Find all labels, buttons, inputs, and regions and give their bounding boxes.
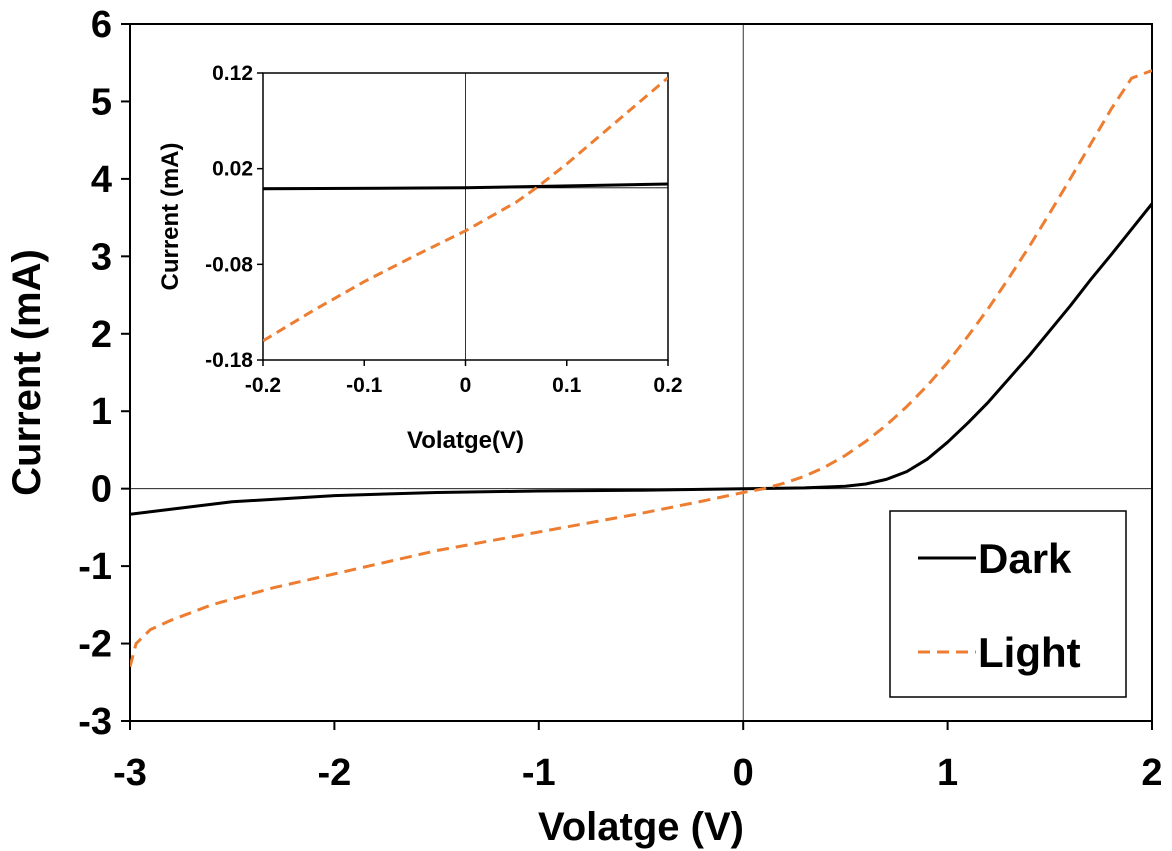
main-y-tick-label: 1 (91, 391, 112, 433)
main-x-tick-label: 1 (937, 752, 958, 794)
main-x-tick-label: -1 (522, 752, 556, 794)
inset-y-tick-label: 0.12 (212, 62, 253, 85)
legend-label-dark: Dark (978, 535, 1072, 582)
main-plot: -3 -2 -1 0 1 2 -3 -2 -1 0 1 2 3 4 5 6 Volatge (V) Current… (5, 4, 1163, 849)
main-y-tick-label: 3 (91, 236, 112, 278)
legend-box (889, 510, 1127, 698)
main-series-light-line (130, 69, 1152, 668)
inset-x-tick-label: -0.1 (346, 374, 383, 397)
main-y-axis-title: Current (mA) (5, 249, 49, 496)
legend-label-light: Light (978, 629, 1081, 676)
inset-y-tick-label: -0.08 (205, 253, 253, 276)
inset-x-tick-label: 0.2 (653, 374, 682, 397)
main-series-dark-line (130, 202, 1152, 516)
inset-plot: -0.2 -0.1 0 0.1 0.2 0.12 0.02 -0.08 -0.18 Volatge… (157, 62, 683, 454)
main-y-tick-label: 4 (91, 159, 112, 201)
main-y-tick-label: 6 (91, 4, 112, 46)
main-y-tick-label: -2 (78, 624, 112, 666)
main-x-tick-label: 2 (1141, 752, 1162, 794)
legend: Dark Light (889, 510, 1127, 698)
inset-x-tick-label: 0.1 (552, 374, 582, 397)
inset-series-light-line (263, 76, 668, 343)
inset-x-axis-title: Volatge(V) (407, 427, 524, 454)
main-plot-frame (129, 23, 1153, 722)
main-y-tick-label: 0 (91, 469, 112, 511)
inset-y-axis-title: Current (mA) (157, 143, 184, 291)
main-y-tick-label: -1 (78, 546, 112, 588)
main-y-tick-label: 5 (91, 81, 112, 123)
main-x-tick-label: -2 (318, 752, 352, 794)
main-y-tick-label: -3 (78, 701, 112, 743)
main-x-tick-label: -3 (113, 752, 147, 794)
inset-x-tick-label: -0.2 (245, 374, 281, 397)
inset-y-tick-label: -0.18 (205, 349, 253, 372)
inset-series-dark-line (263, 182, 668, 191)
inset-y-tick-label: 0.02 (212, 158, 253, 181)
main-y-tick-label: 2 (91, 314, 112, 356)
main-x-tick-label: 0 (733, 752, 754, 794)
inset-x-tick-label: 0 (460, 374, 472, 397)
main-x-axis-title: Volatge (V) (538, 805, 744, 849)
